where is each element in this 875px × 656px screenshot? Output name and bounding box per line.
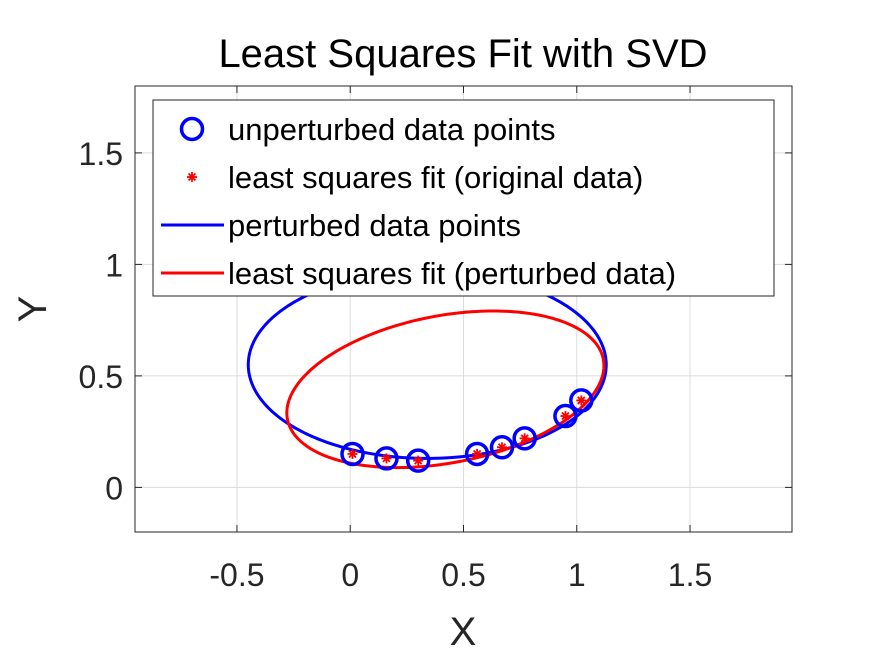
unperturbed-data-point bbox=[374, 446, 399, 471]
ls-fit-original-point bbox=[519, 433, 530, 444]
legend-swatch-unperturbed bbox=[179, 116, 205, 142]
x-tick-label: 0 bbox=[341, 557, 359, 593]
unperturbed-data-point bbox=[569, 388, 594, 413]
y-tick-label: 1 bbox=[105, 247, 123, 283]
y-tick-label: 0.5 bbox=[79, 359, 123, 395]
ls-fit-original-point bbox=[576, 395, 587, 406]
unperturbed-data-point bbox=[405, 448, 431, 473]
asterisk-stroke bbox=[187, 172, 197, 182]
asterisk-stroke bbox=[520, 434, 529, 443]
legend-label-unperturbed: unperturbed data points bbox=[228, 112, 555, 147]
asterisk-stroke bbox=[472, 449, 482, 459]
unperturbed-data-point bbox=[340, 441, 365, 467]
ls-fit-original-point bbox=[381, 453, 392, 464]
y-tick-label: 0 bbox=[105, 470, 123, 506]
chart-title: Least Squares Fit with SVD bbox=[218, 32, 707, 76]
ls-fit-original-point bbox=[413, 455, 424, 466]
legend: unperturbed data points least squares fi… bbox=[152, 99, 775, 297]
unperturbed-data-point bbox=[553, 403, 578, 429]
y-axis-label: Y bbox=[11, 296, 55, 323]
legend-label-ls-fit-perturbed: least squares fit (perturbed data) bbox=[228, 256, 676, 291]
unperturbed-data-point bbox=[489, 435, 515, 460]
asterisk-stroke bbox=[561, 411, 570, 421]
x-tick-label: -0.5 bbox=[209, 557, 264, 593]
legend-label-perturbed: perturbed data points bbox=[228, 208, 521, 243]
legend-box bbox=[152, 99, 775, 297]
unperturbed-data-point bbox=[512, 426, 537, 451]
unperturbed-data-point bbox=[464, 441, 490, 467]
ls-fit-original-point bbox=[497, 442, 508, 453]
ticks: -0.5 0 0.5 1 1.5 0 0.5 1 1.5 bbox=[79, 86, 792, 593]
legend-label-ls-fit-original: least squares fit (original data) bbox=[228, 160, 643, 195]
x-tick-label: 1.5 bbox=[668, 557, 712, 593]
y-tick-label: 1.5 bbox=[79, 136, 123, 172]
x-axis-label: X bbox=[450, 610, 477, 654]
asterisk-stroke bbox=[382, 454, 391, 463]
x-tick-label: 0.5 bbox=[441, 557, 485, 593]
asterisk-stroke bbox=[497, 443, 507, 452]
markers bbox=[340, 388, 594, 473]
asterisk-stroke bbox=[348, 449, 357, 459]
ls-fit-original-point bbox=[472, 448, 483, 459]
x-tick-label: 1 bbox=[568, 557, 586, 593]
asterisk-stroke bbox=[577, 396, 586, 405]
asterisk-stroke bbox=[414, 456, 423, 465]
ls-fit-original-point bbox=[347, 448, 358, 459]
ls-fit-original-point bbox=[560, 411, 571, 422]
legend-swatch-ls-fit-original bbox=[187, 172, 197, 182]
